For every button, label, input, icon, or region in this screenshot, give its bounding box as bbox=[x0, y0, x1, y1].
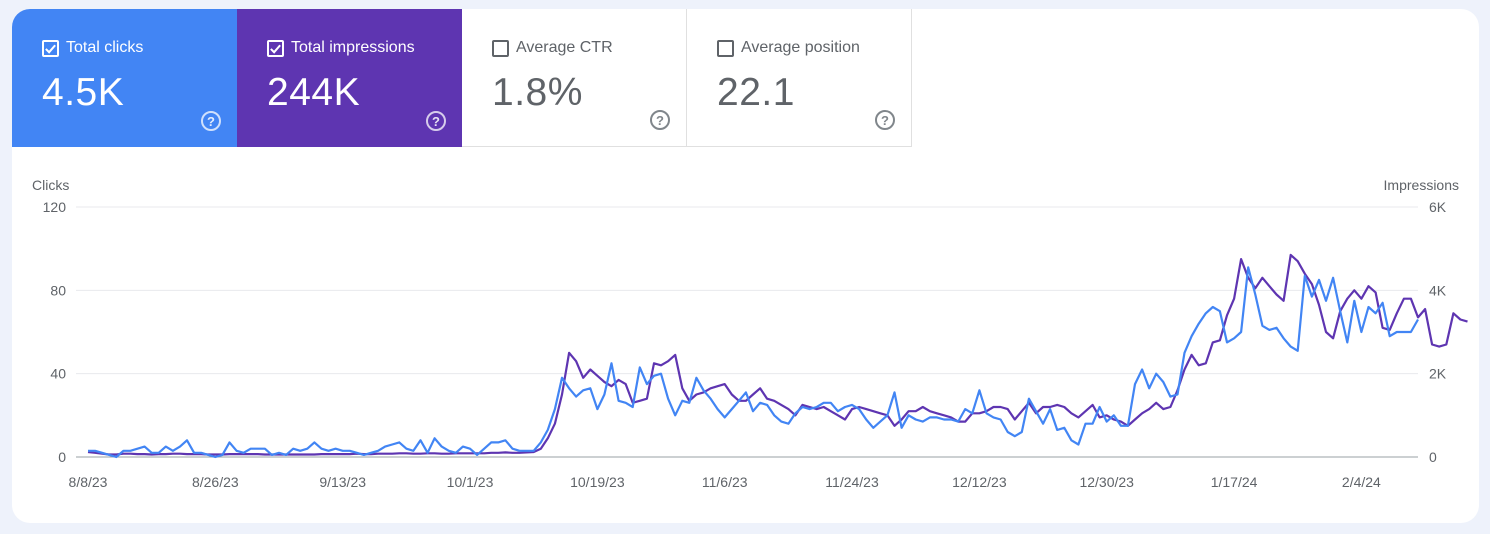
metric-tiles: Total clicks 4.5K ? Total impressions 24… bbox=[12, 9, 912, 147]
help-icon[interactable]: ? bbox=[875, 110, 895, 130]
tile-total-clicks[interactable]: Total clicks 4.5K ? bbox=[12, 9, 237, 147]
x-tick-label: 8/26/23 bbox=[192, 474, 239, 490]
series-line-total-impressions bbox=[87, 253, 1468, 456]
x-tick-label: 2/4/24 bbox=[1342, 474, 1381, 490]
tile-label: Total clicks bbox=[66, 39, 144, 56]
left-tick-label: 40 bbox=[50, 366, 66, 382]
performance-chart: 0 0 40 2K 80 4K 120 6K Clicks Impressions 8/8/23 8/… bbox=[32, 177, 1468, 490]
checkbox-checked-icon[interactable] bbox=[42, 39, 59, 57]
performance-card: Total clicks 4.5K ? Total impressions 24… bbox=[12, 9, 1479, 523]
left-axis-label: Clicks bbox=[32, 177, 69, 193]
x-tick-label: 8/8/23 bbox=[69, 474, 108, 490]
tile-average-position[interactable]: Average position 22.1 ? bbox=[687, 9, 912, 147]
tile-average-ctr[interactable]: Average CTR 1.8% ? bbox=[462, 9, 687, 147]
x-tick-label: 10/1/23 bbox=[447, 474, 494, 490]
checkbox-checked-icon[interactable] bbox=[267, 39, 284, 57]
left-tick-label: 0 bbox=[58, 449, 66, 465]
checkbox-unchecked-icon[interactable] bbox=[717, 39, 734, 57]
chart-grid bbox=[76, 206, 1418, 458]
tile-label: Average CTR bbox=[516, 39, 613, 56]
tile-total-impressions[interactable]: Total impressions 244K ? bbox=[237, 9, 462, 147]
tile-value: 4.5K bbox=[42, 71, 125, 114]
help-icon[interactable]: ? bbox=[650, 110, 670, 130]
tile-value: 1.8% bbox=[492, 71, 583, 114]
tile-value: 244K bbox=[267, 71, 361, 114]
right-tick-label: 0 bbox=[1429, 449, 1437, 465]
tile-label: Total impressions bbox=[291, 39, 415, 56]
checkbox-unchecked-icon[interactable] bbox=[492, 39, 509, 57]
tile-value: 22.1 bbox=[717, 71, 795, 114]
right-tick-label: 2K bbox=[1429, 366, 1447, 382]
x-tick-label: 12/12/23 bbox=[952, 474, 1007, 490]
x-tick-label: 12/30/23 bbox=[1079, 474, 1134, 490]
help-icon[interactable]: ? bbox=[201, 111, 221, 131]
right-tick-label: 6K bbox=[1429, 199, 1447, 215]
help-icon[interactable]: ? bbox=[426, 111, 446, 131]
left-tick-label: 120 bbox=[43, 199, 67, 215]
x-tick-label: 1/17/24 bbox=[1211, 474, 1258, 490]
x-tick-label: 10/19/23 bbox=[570, 474, 625, 490]
right-tick-label: 4K bbox=[1429, 282, 1447, 298]
x-tick-label: 11/24/23 bbox=[825, 474, 879, 490]
chart-lines bbox=[87, 253, 1468, 459]
tile-label: Average position bbox=[741, 39, 860, 56]
chart-labels: 0 0 40 2K 80 4K 120 6K Clicks Impressions 8/8/23 8/… bbox=[32, 177, 1459, 490]
series-line-total-clicks bbox=[88, 266, 1419, 459]
right-axis-label: Impressions bbox=[1384, 177, 1459, 193]
x-tick-label: 9/13/23 bbox=[319, 474, 366, 490]
left-tick-label: 80 bbox=[50, 282, 66, 298]
x-tick-label: 11/6/23 bbox=[702, 474, 748, 490]
